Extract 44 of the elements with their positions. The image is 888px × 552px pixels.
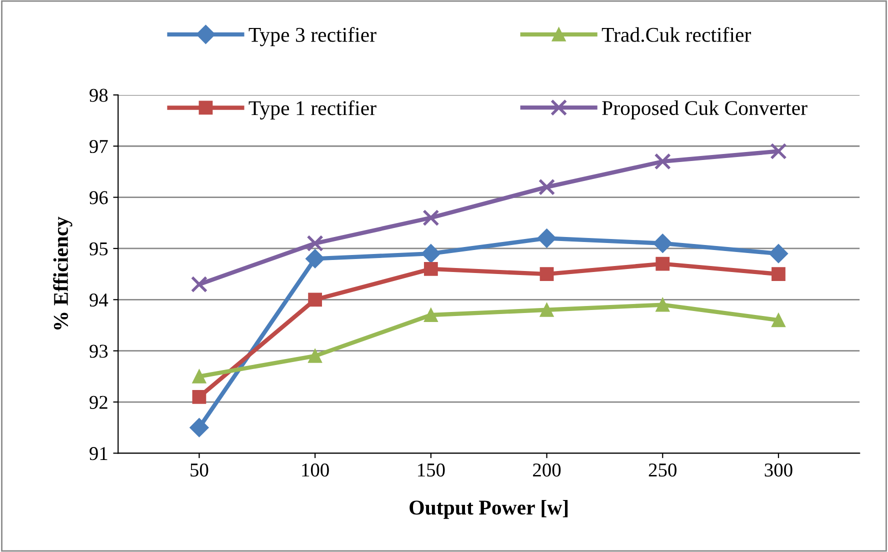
point	[768, 244, 788, 264]
y-tick-label: 97	[90, 140, 108, 154]
point	[308, 292, 322, 307]
legend-label: Type 3 rectifier	[248, 27, 376, 46]
x-tick-label: 100	[302, 463, 329, 477]
point	[424, 262, 438, 276]
point	[656, 256, 670, 271]
point	[192, 390, 206, 404]
y-axis-title: % Efficiency	[53, 216, 72, 330]
y-tick-label: 92	[90, 396, 108, 409]
point	[540, 302, 554, 317]
y-tick-label: 94	[90, 294, 108, 307]
point	[772, 267, 786, 282]
point	[190, 418, 209, 438]
point	[192, 369, 206, 384]
y-tick-label: 98	[90, 88, 108, 102]
point	[770, 142, 787, 160]
x-tick-label: 50	[190, 463, 208, 477]
point	[424, 308, 438, 322]
y-tick-label: 96	[90, 191, 108, 204]
legend-label: Trad.Cuk rectifier	[602, 27, 752, 42]
point	[306, 235, 324, 252]
point	[540, 267, 554, 282]
point	[306, 249, 325, 268]
x-tick-label: 200	[533, 463, 561, 477]
point	[538, 178, 556, 196]
point	[421, 244, 440, 264]
point	[653, 234, 672, 253]
point	[656, 298, 670, 312]
y-tick-label: 93	[90, 344, 108, 358]
x-tick-label: 250	[648, 463, 676, 477]
x-tick-label: 300	[764, 463, 792, 477]
point	[308, 349, 322, 363]
y-tick-label: 95	[90, 242, 108, 256]
legend-label: Proposed Cuk Converter	[602, 100, 808, 120]
point	[422, 209, 440, 226]
point	[190, 276, 208, 293]
legend-label: Type 1 rectifier	[248, 100, 376, 120]
x-tick-label: 150	[418, 463, 445, 477]
x-axis-title: Output Power [w]	[410, 500, 568, 519]
point	[537, 228, 556, 248]
point	[654, 153, 671, 170]
point	[772, 313, 786, 328]
y-tick-label: 91	[90, 447, 108, 460]
